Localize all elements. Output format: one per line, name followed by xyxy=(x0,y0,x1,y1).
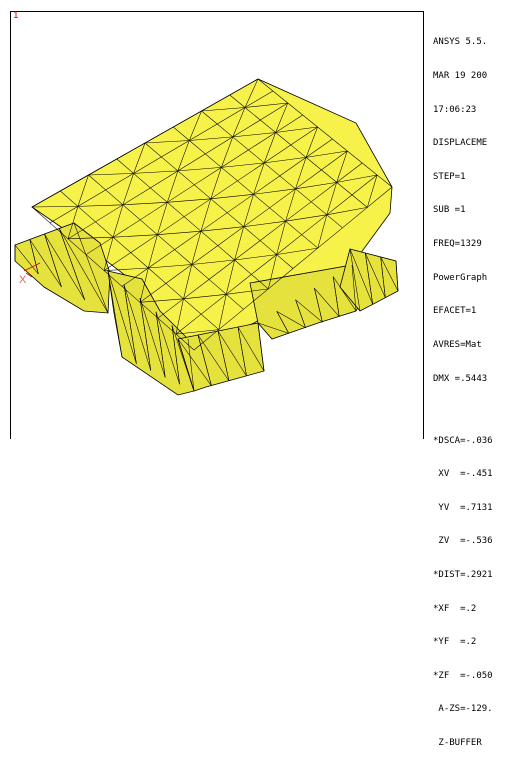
view-line: *YF =.2 xyxy=(433,637,477,648)
triad-x-label: X xyxy=(19,274,27,286)
view-line: Z-BUFFER xyxy=(433,738,482,748)
status-line: DMX =.5443 xyxy=(433,373,488,384)
status-line: ANSYS 5.5. xyxy=(433,37,488,48)
view-line: *DIST=.2921 xyxy=(433,569,493,580)
status-line: STEP=1 xyxy=(433,171,466,182)
status-line: SUB =1 xyxy=(433,205,466,216)
status-legend-panel: ANSYS 5.5. MAR 19 200 17:06:23 DISPLACEM… xyxy=(433,15,525,760)
status-line: EFACET=1 xyxy=(433,306,477,317)
status-line: AVRES=Mat xyxy=(433,339,482,350)
mesh-wireframe xyxy=(14,78,399,392)
view-line: ZV =-.536 xyxy=(433,536,493,547)
view-line: YV =.7131 xyxy=(433,502,493,513)
status-line: MAR 19 200 xyxy=(433,71,488,82)
view-line: *DSCA=-.036 xyxy=(433,435,493,446)
status-line: 17:06:23 xyxy=(433,104,477,115)
window-number-label: 1 xyxy=(13,11,19,21)
view-line: *XF =.2 xyxy=(433,603,477,614)
status-line: DISPLACEME xyxy=(433,138,488,149)
coordinate-triad-icon: X xyxy=(19,262,41,286)
status-line: FREQ=1329 xyxy=(433,239,482,250)
view-line: A-ZS=-129. xyxy=(433,704,493,715)
view-line: *ZF =-.050 xyxy=(433,670,493,681)
view-line: XV =-.451 xyxy=(433,469,493,480)
fe-mesh-plot[interactable]: X xyxy=(10,11,424,439)
status-line: PowerGraph xyxy=(433,272,488,283)
